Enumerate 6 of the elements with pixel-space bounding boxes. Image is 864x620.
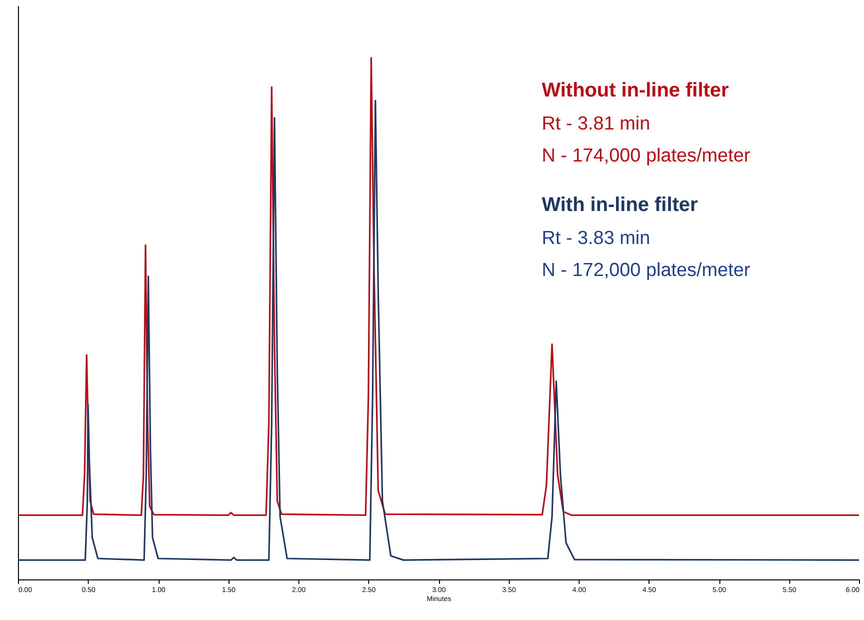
text: With in-line filter: [542, 194, 698, 216]
annotation: N - 174,000 plates/meter: [542, 145, 750, 166]
annotation: N - 172,000 plates/meter: [542, 260, 750, 282]
text: Without in-line filter: [542, 79, 729, 102]
annotation: Rt - 3.83 min: [542, 228, 650, 250]
annotation: Rt - 3.81 min: [542, 113, 650, 134]
